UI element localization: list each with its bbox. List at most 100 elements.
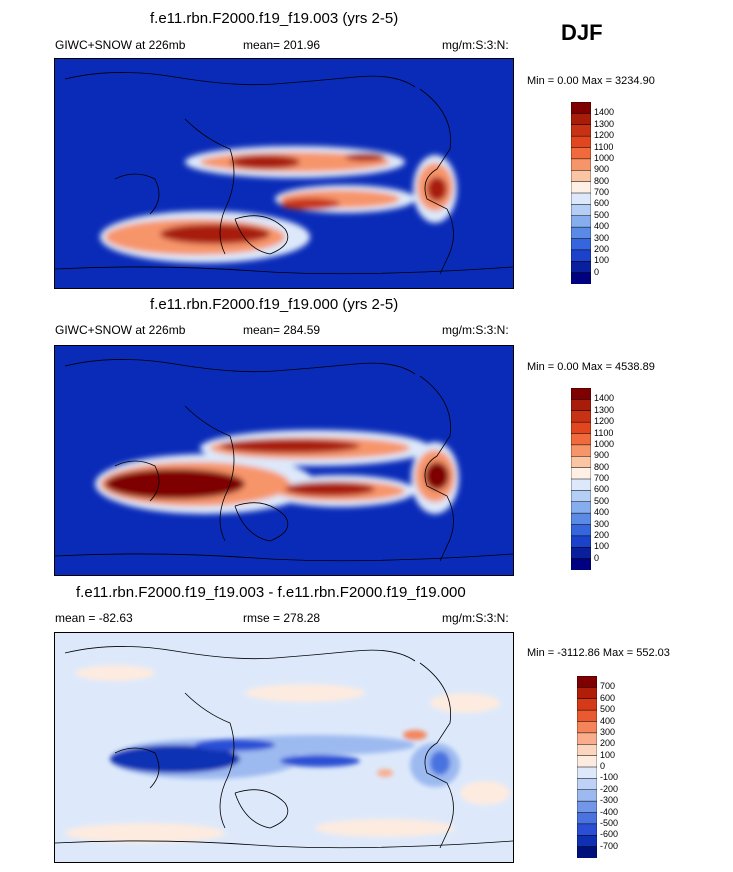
season-label: DJF [561,20,603,45]
colorbar-swatch [576,744,598,757]
panel-2-center-label: mean= 284.59 [243,323,321,337]
panel-1-map [54,58,514,289]
colorbar-tick-label: 800 [594,461,610,472]
colorbar-swatch [570,272,592,285]
colorbar-tick-label: 1400 [594,107,615,118]
colorbar-swatch [576,789,598,802]
colorbar-tick-label: 100 [594,255,610,266]
colorbar-swatch [576,766,598,779]
colorbar-tick-label: 900 [594,164,610,175]
colorbar-tick-label: 200 [594,243,610,254]
colorbar-tick-label: 700 [594,473,610,483]
colorbar-swatch [576,846,598,859]
colorbar-tick-label: 700 [594,187,610,197]
colorbar-swatch [570,215,592,228]
panel-2-map [54,345,514,576]
colorbar-swatch [576,778,598,791]
colorbar-swatch [576,823,598,836]
colorbar-tick-label: -300 [600,795,619,806]
colorbar-tick-label: 200 [600,738,616,749]
colorbar-swatch [570,478,592,491]
colorbar-tick-label: 400 [600,715,616,726]
colorbar-tick-label: 1300 [594,404,615,415]
panel-3-center-label: rmse = 278.28 [243,611,321,625]
colorbar-swatch [570,547,592,560]
colorbar-swatch [570,249,592,262]
colorbar-swatch [570,158,592,171]
colorbar-tick-label: 1000 [594,438,615,449]
colorbar-swatch [576,835,598,848]
colorbar-tick-label: 1200 [594,130,615,141]
panel-2-minmax: Min = 0.00 Max = 4538.89 [527,361,655,373]
colorbar-tick-label: 500 [600,704,616,715]
colorbar-tick-label: 300 [594,518,610,529]
panel-1-colorbar [570,101,592,285]
colorbar-tick-label: -100 [600,772,619,783]
colorbar-tick-label: 300 [600,726,616,737]
colorbar-swatch [570,490,592,503]
colorbar-tick-label: 200 [594,529,610,540]
colorbar-swatch [570,261,592,274]
colorbar-tick-label: 1100 [594,141,614,152]
colorbar-tick-label: -600 [600,829,619,840]
panel-1-colorbar-swatches [570,101,592,285]
colorbar-tick-label: 0 [600,761,606,771]
colorbar-swatch [570,444,592,457]
colorbar-tick-label: 1000 [594,152,615,163]
panel-2-left-label: GIWC+SNOW at 226mb [55,323,186,337]
panel-3-colorbar [576,675,598,859]
colorbar-swatch [570,170,592,183]
colorbar-tick-label: 600 [600,692,616,703]
colorbar-swatch [570,433,592,446]
colorbar-tick-label: 1100 [594,427,614,438]
colorbar-tick-label: 1200 [594,416,615,427]
colorbar-swatch [570,238,592,251]
panel-3-right-label: mg/m:S:3:N: [442,611,509,625]
colorbar-tick-label: 0 [594,266,600,277]
panel-1-center-label: mean= 201.96 [243,38,321,52]
colorbar-swatch [570,192,592,205]
panel-1-title: f.e11.rbn.F2000.f19_f19.003 (yrs 2-5) [150,10,399,27]
colorbar-swatch [570,535,592,548]
colorbar-tick-label: -400 [600,806,619,817]
colorbar-tick-label: 0 [594,552,600,563]
colorbar-swatch [570,524,592,537]
panel-3-minmax: Min = -3112.86 Max = 552.03 [527,647,670,659]
colorbar-swatch [576,755,598,768]
colorbar-swatch [576,709,598,723]
colorbar-swatch [570,501,592,514]
colorbar-tick-label: 900 [594,450,610,461]
colorbar-tick-label: -700 [600,840,619,851]
colorbar-swatch [570,387,592,400]
colorbar-swatch [570,467,592,480]
colorbar-swatch [570,124,592,137]
colorbar-tick-label: 100 [600,749,616,760]
colorbar-swatch [570,113,592,126]
colorbar-swatch [576,721,598,734]
colorbar-tick-label: 400 [594,507,610,518]
colorbar-swatch [570,456,592,469]
colorbar-swatch [570,101,592,114]
panel-3-left-label: mean = -82.63 [55,611,133,625]
panel-2-colorbar [570,387,592,571]
colorbar-swatch [576,812,598,825]
colorbar-tick-label: -500 [600,817,619,828]
colorbar-swatch [570,399,592,412]
panel-2-colorbar-swatches [570,387,592,571]
colorbar-swatch [576,800,598,814]
panel-2-title: f.e11.rbn.F2000.f19_f19.000 (yrs 2-5) [150,296,399,313]
colorbar-swatch [570,135,592,149]
panel-3-map [54,632,514,863]
colorbar-swatch [576,687,598,700]
colorbar-swatch [570,512,592,526]
colorbar-swatch [570,204,592,217]
colorbar-tick-label: 1400 [594,393,615,404]
colorbar-tick-label: 600 [594,198,610,209]
colorbar-swatch [570,410,592,423]
colorbar-tick-label: 700 [600,681,616,692]
panel-1-left-label: GIWC+SNOW at 226mb [55,38,186,52]
colorbar-tick-label: 500 [594,209,610,220]
colorbar-tick-label: 400 [594,221,610,232]
colorbar-swatch [576,732,598,745]
colorbar-swatch [570,226,592,240]
